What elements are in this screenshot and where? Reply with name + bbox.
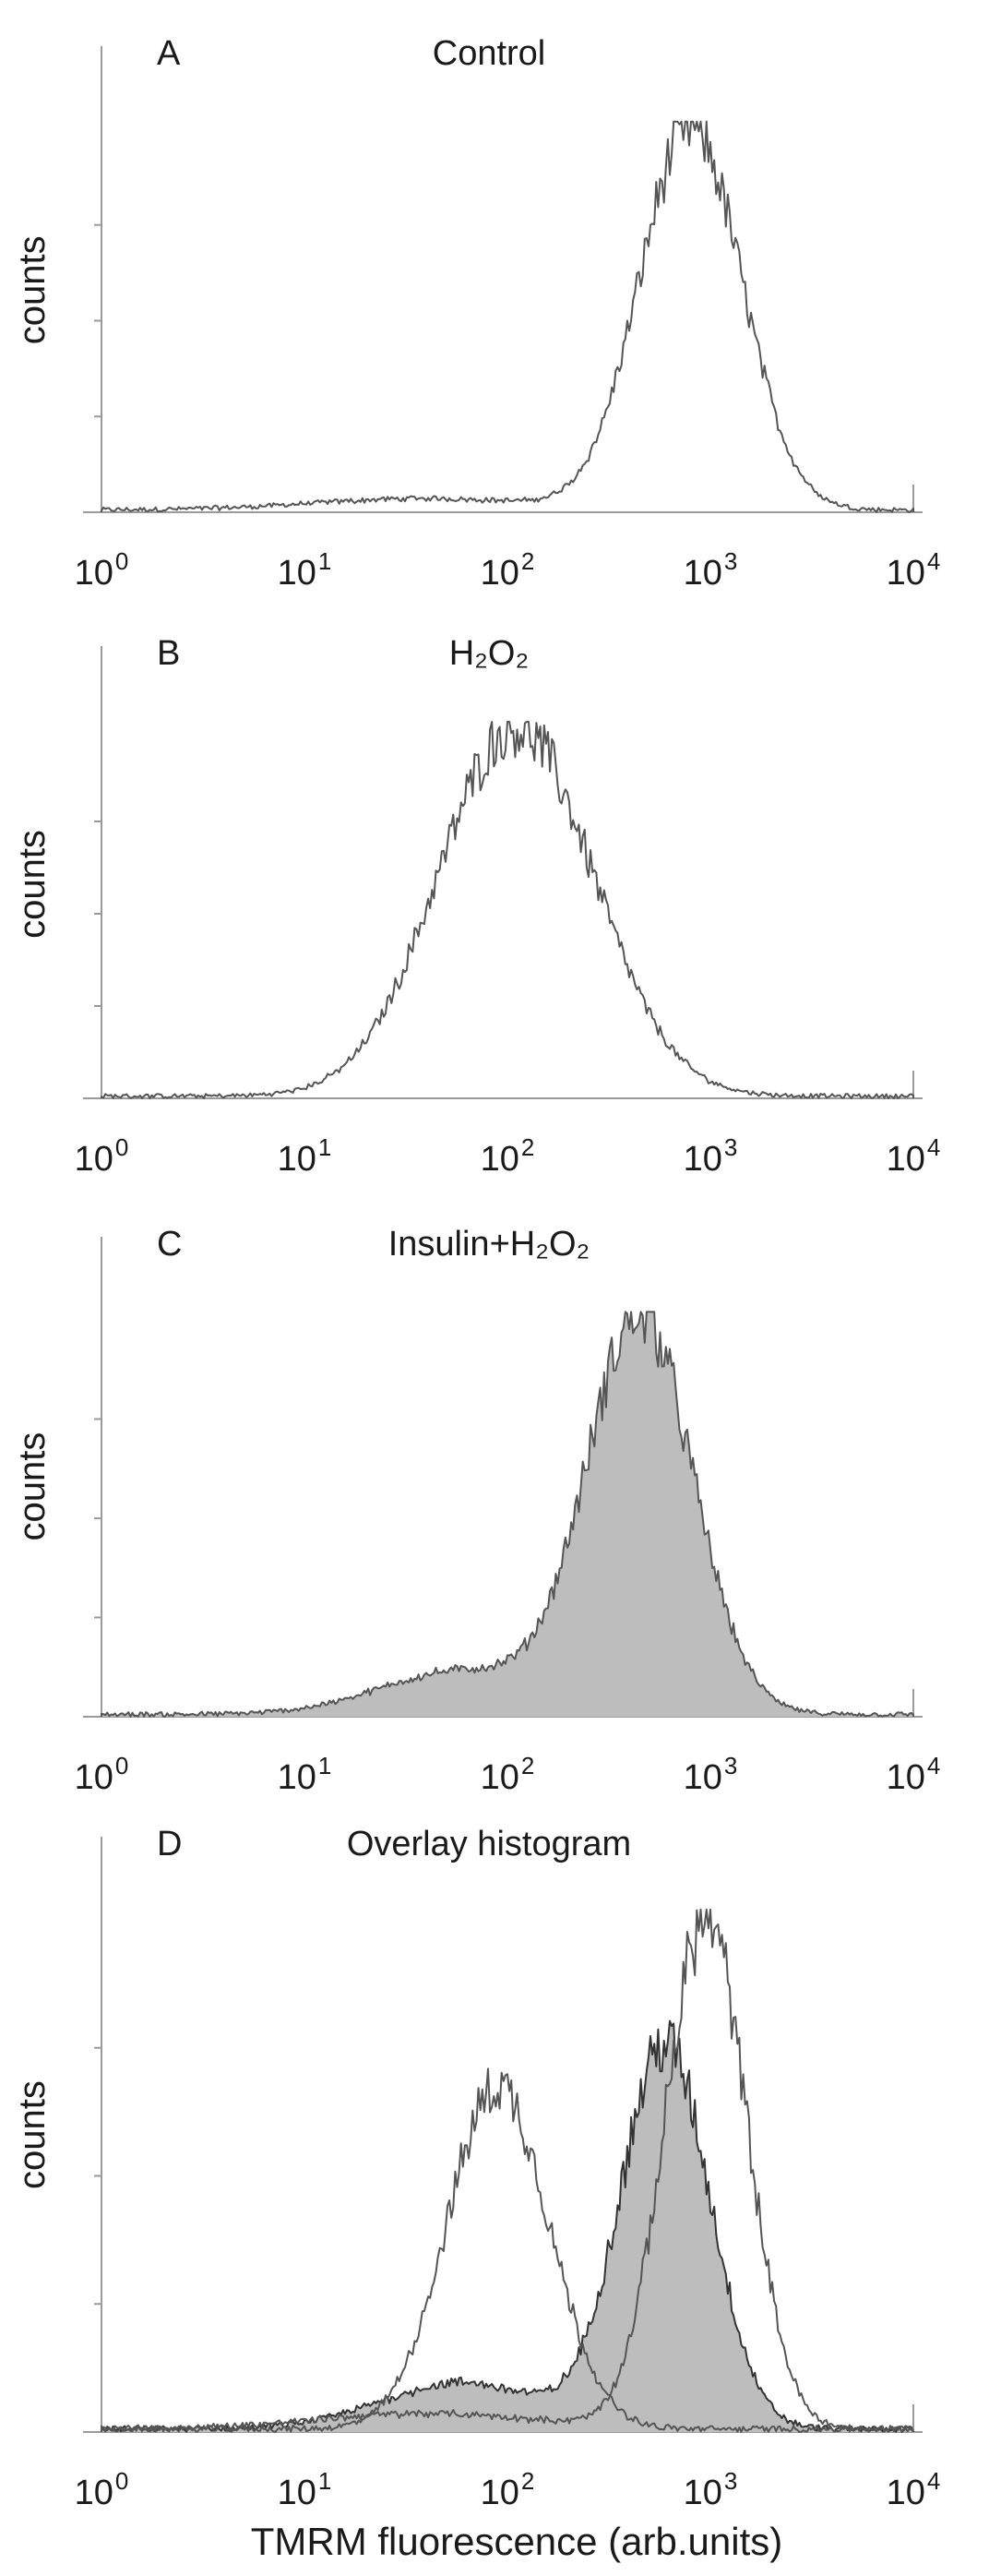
panel-letter: A — [157, 34, 181, 73]
x-tick-label: 103 — [684, 547, 738, 593]
y-axis-label: counts — [12, 830, 53, 939]
x-axis-label: TMRM fluorescence (arb.units) — [251, 2520, 783, 2563]
histogram-fill — [101, 2020, 913, 2432]
histogram-trace — [101, 1908, 914, 2433]
y-axis-label: counts — [12, 2080, 53, 2189]
histogram-fill — [101, 1312, 913, 1717]
x-tick-label: 104 — [887, 1133, 941, 1179]
x-tick-label: 102 — [481, 1752, 535, 1797]
panel-C: C Insulin+H₂O₂ counts 100 101 102 103 104 — [12, 1225, 940, 1797]
x-tick-label: 102 — [481, 2467, 535, 2512]
y-axis-label: counts — [12, 1432, 53, 1541]
y-axis-label: counts — [12, 235, 53, 344]
x-tick-label: 104 — [887, 547, 941, 593]
histogram-trace — [101, 2067, 914, 2433]
histogram-trace — [101, 2019, 914, 2433]
x-tick-label: 102 — [481, 1133, 535, 1179]
panel-title: Insulin+H₂O₂ — [388, 1225, 590, 1264]
x-tick-label: 101 — [278, 547, 332, 593]
x-tick-label: 100 — [75, 2467, 129, 2512]
histogram-trace — [101, 120, 914, 513]
panel-letter: B — [157, 634, 180, 673]
panel-B: B H₂O₂ counts 100 101 102 103 104 — [12, 634, 940, 1179]
x-tick-label: 103 — [684, 2467, 738, 2512]
panel-letter: C — [157, 1225, 182, 1264]
histogram-trace — [101, 1311, 914, 1718]
panel-D: D Overlay histogram counts 100 101 102 103 104 — [12, 1825, 940, 2512]
panel-title: Overlay histogram — [347, 1825, 631, 1863]
histogram-trace — [101, 721, 914, 1099]
x-tick-label: 100 — [75, 1752, 129, 1797]
x-tick-label: 100 — [75, 1133, 129, 1179]
panel-title: Control — [433, 34, 546, 73]
x-tick-label: 103 — [684, 1133, 738, 1179]
x-tick-label: 101 — [278, 1752, 332, 1797]
x-tick-label: 102 — [481, 547, 535, 593]
x-tick-label: 104 — [887, 2467, 941, 2512]
x-tick-label: 101 — [278, 2467, 332, 2512]
panel-title: H₂O₂ — [449, 634, 530, 673]
x-tick-label: 100 — [75, 547, 129, 593]
x-tick-label: 101 — [278, 1133, 332, 1179]
panel-letter: D — [157, 1825, 182, 1863]
x-tick-label: 103 — [684, 1752, 738, 1797]
panel-A: A Control counts 100 101 102 103 104 — [12, 34, 940, 593]
x-tick-label: 104 — [887, 1752, 941, 1797]
